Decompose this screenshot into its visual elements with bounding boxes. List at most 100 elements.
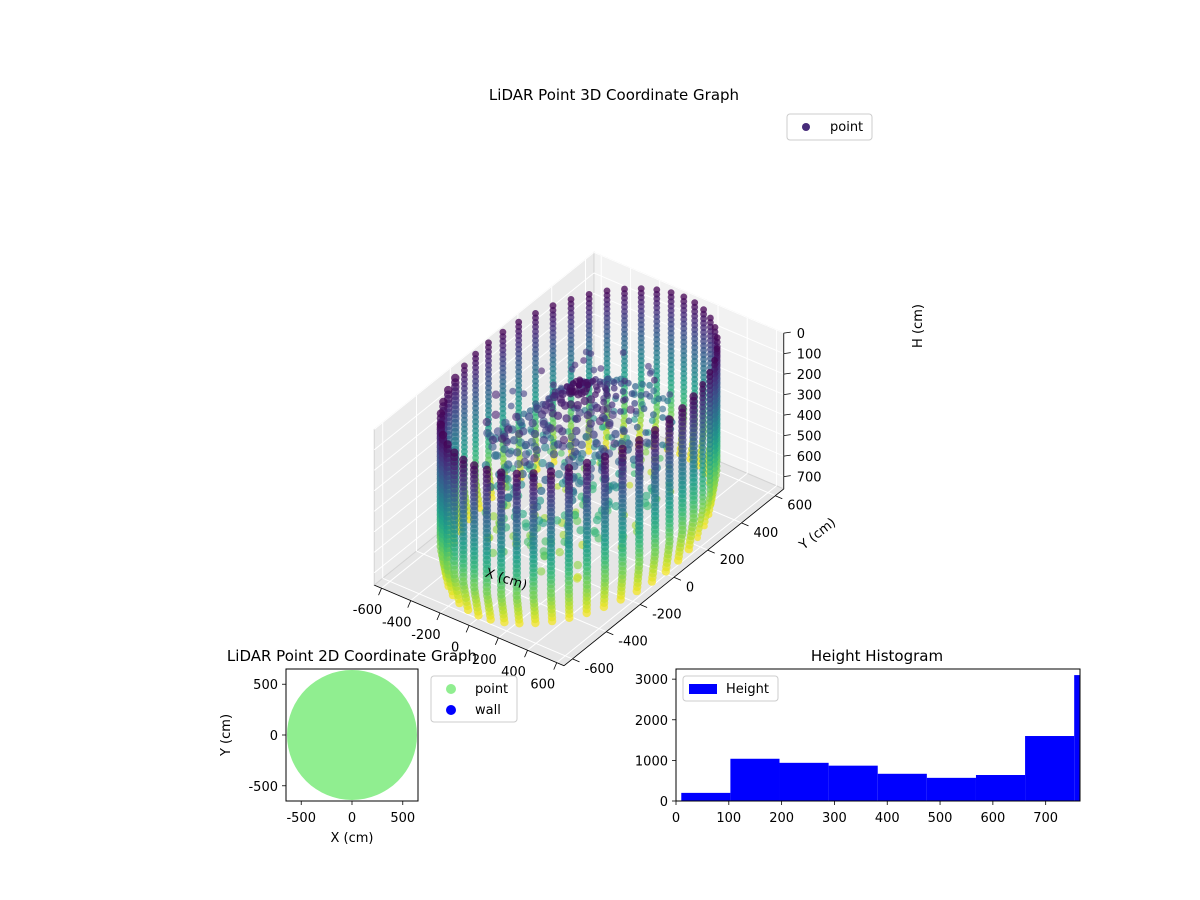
lidar-point (642, 448, 650, 456)
z-tick-label-3d: 600 (797, 450, 822, 465)
lidar-point (520, 457, 529, 467)
lidar-point (620, 397, 627, 404)
lidar-point (582, 432, 591, 441)
lidar-point (631, 400, 639, 407)
z-tick-mark-3d (783, 331, 791, 334)
chart-2d-title: LiDAR Point 2D Coordinate Graph (227, 647, 477, 665)
lidar-point (549, 450, 559, 459)
y-tick-mark-3d (741, 522, 749, 527)
lidar-point (635, 557, 644, 567)
lidar-point (488, 442, 497, 451)
histogram-bar (1074, 675, 1080, 801)
lidar-point (504, 493, 513, 503)
legend-label-point: point (475, 682, 508, 697)
lidar-point (600, 574, 610, 583)
hist-y-tick-label: 2000 (635, 714, 668, 729)
lidar-point (619, 426, 628, 436)
lidar-point (589, 377, 597, 385)
lidar-point (572, 414, 582, 423)
lidar-point (611, 429, 620, 439)
lidar-point (521, 450, 531, 459)
x-tick-label-3d: 200 (472, 653, 497, 668)
lidar-point (558, 442, 567, 451)
histogram-title: Height Histogram (811, 647, 943, 665)
y-axis-label-2d: Y (cm) (219, 714, 234, 757)
z-tick-mark-3d (783, 352, 791, 354)
lidar-point (571, 438, 580, 447)
lidar-point (497, 590, 506, 599)
lidar-point (592, 439, 601, 448)
lidar-point (646, 381, 653, 389)
grid-z-left (373, 313, 595, 492)
legend-3d: point (786, 113, 873, 141)
lidar-point (566, 400, 575, 409)
legend-label-height: Height (726, 682, 769, 697)
x-tick-mark-3d (378, 588, 382, 596)
y-tick-mark-3d (572, 658, 580, 663)
x-tick-label-2d: 500 (390, 811, 415, 826)
lidar-point (520, 390, 528, 398)
grid-z-left (373, 252, 595, 430)
lidar-point (529, 591, 538, 600)
lidar-point (512, 591, 521, 600)
lidar-point (554, 470, 564, 479)
x-tick-mark-3d (407, 600, 412, 608)
z-tick-label-3d: 100 (797, 348, 822, 363)
hist-x-tick-label: 200 (769, 811, 794, 826)
lidar-point (450, 570, 459, 579)
lidar-point (505, 449, 514, 458)
lidar-point (666, 391, 674, 398)
lidar-point (567, 422, 575, 430)
y-tick-label-2d: 0 (270, 729, 278, 744)
lidar-point (509, 387, 517, 395)
legend-label-wall: wall (475, 703, 501, 718)
hist-x-tick-label: 500 (928, 811, 953, 826)
lidar-point (637, 417, 644, 424)
lidar-point (611, 502, 621, 511)
lidar-point (600, 398, 608, 406)
lidar-point (575, 479, 584, 488)
lidar-point (645, 362, 652, 370)
histogram-bar (1025, 736, 1075, 801)
lidar-point (626, 405, 635, 414)
lidar-point (491, 451, 500, 460)
point-cloud-disk (287, 670, 417, 800)
lidar-point (655, 395, 663, 403)
lidar-point (604, 392, 611, 400)
y-tick-label-3d: 600 (787, 499, 812, 514)
lidar-point (564, 585, 574, 594)
lidar-point (504, 425, 513, 434)
x-tick-label-3d: 0 (451, 640, 459, 655)
lidar-point (650, 547, 660, 557)
histogram-bar (926, 777, 976, 801)
lidar-point (537, 486, 546, 496)
lidar-point (621, 377, 629, 385)
z-tick-mark-3d (783, 413, 791, 416)
lidar-point (592, 515, 602, 525)
z-tick-label-3d: 300 (797, 389, 822, 404)
x-tick-label-2d: -500 (286, 811, 316, 826)
lidar-point (443, 562, 452, 571)
lidar-point (546, 589, 556, 598)
lidar-point (650, 411, 657, 419)
y-tick-label-3d: 200 (720, 553, 745, 568)
z-tick-label-3d: 200 (797, 368, 822, 383)
lidar-point (488, 435, 498, 445)
z-tick-mark-3d (783, 475, 791, 477)
lidar-point (610, 379, 618, 386)
hist-y-tick-label: 0 (660, 795, 668, 810)
x-tick-mark-3d (465, 625, 470, 633)
histogram-bars (681, 675, 1080, 801)
z-tick-mark-3d (783, 454, 791, 457)
lidar-point (555, 548, 564, 557)
lidar-point (546, 424, 556, 433)
hist-x-tick-label: 400 (875, 811, 900, 826)
lidar-point (489, 512, 498, 521)
lidar-point (571, 361, 579, 369)
lidar-point (537, 567, 546, 576)
lidar-point (689, 514, 698, 523)
lidar-point (589, 430, 598, 439)
z-tick-mark-3d (783, 434, 791, 436)
hist-x-tick-label: 100 (716, 811, 741, 826)
